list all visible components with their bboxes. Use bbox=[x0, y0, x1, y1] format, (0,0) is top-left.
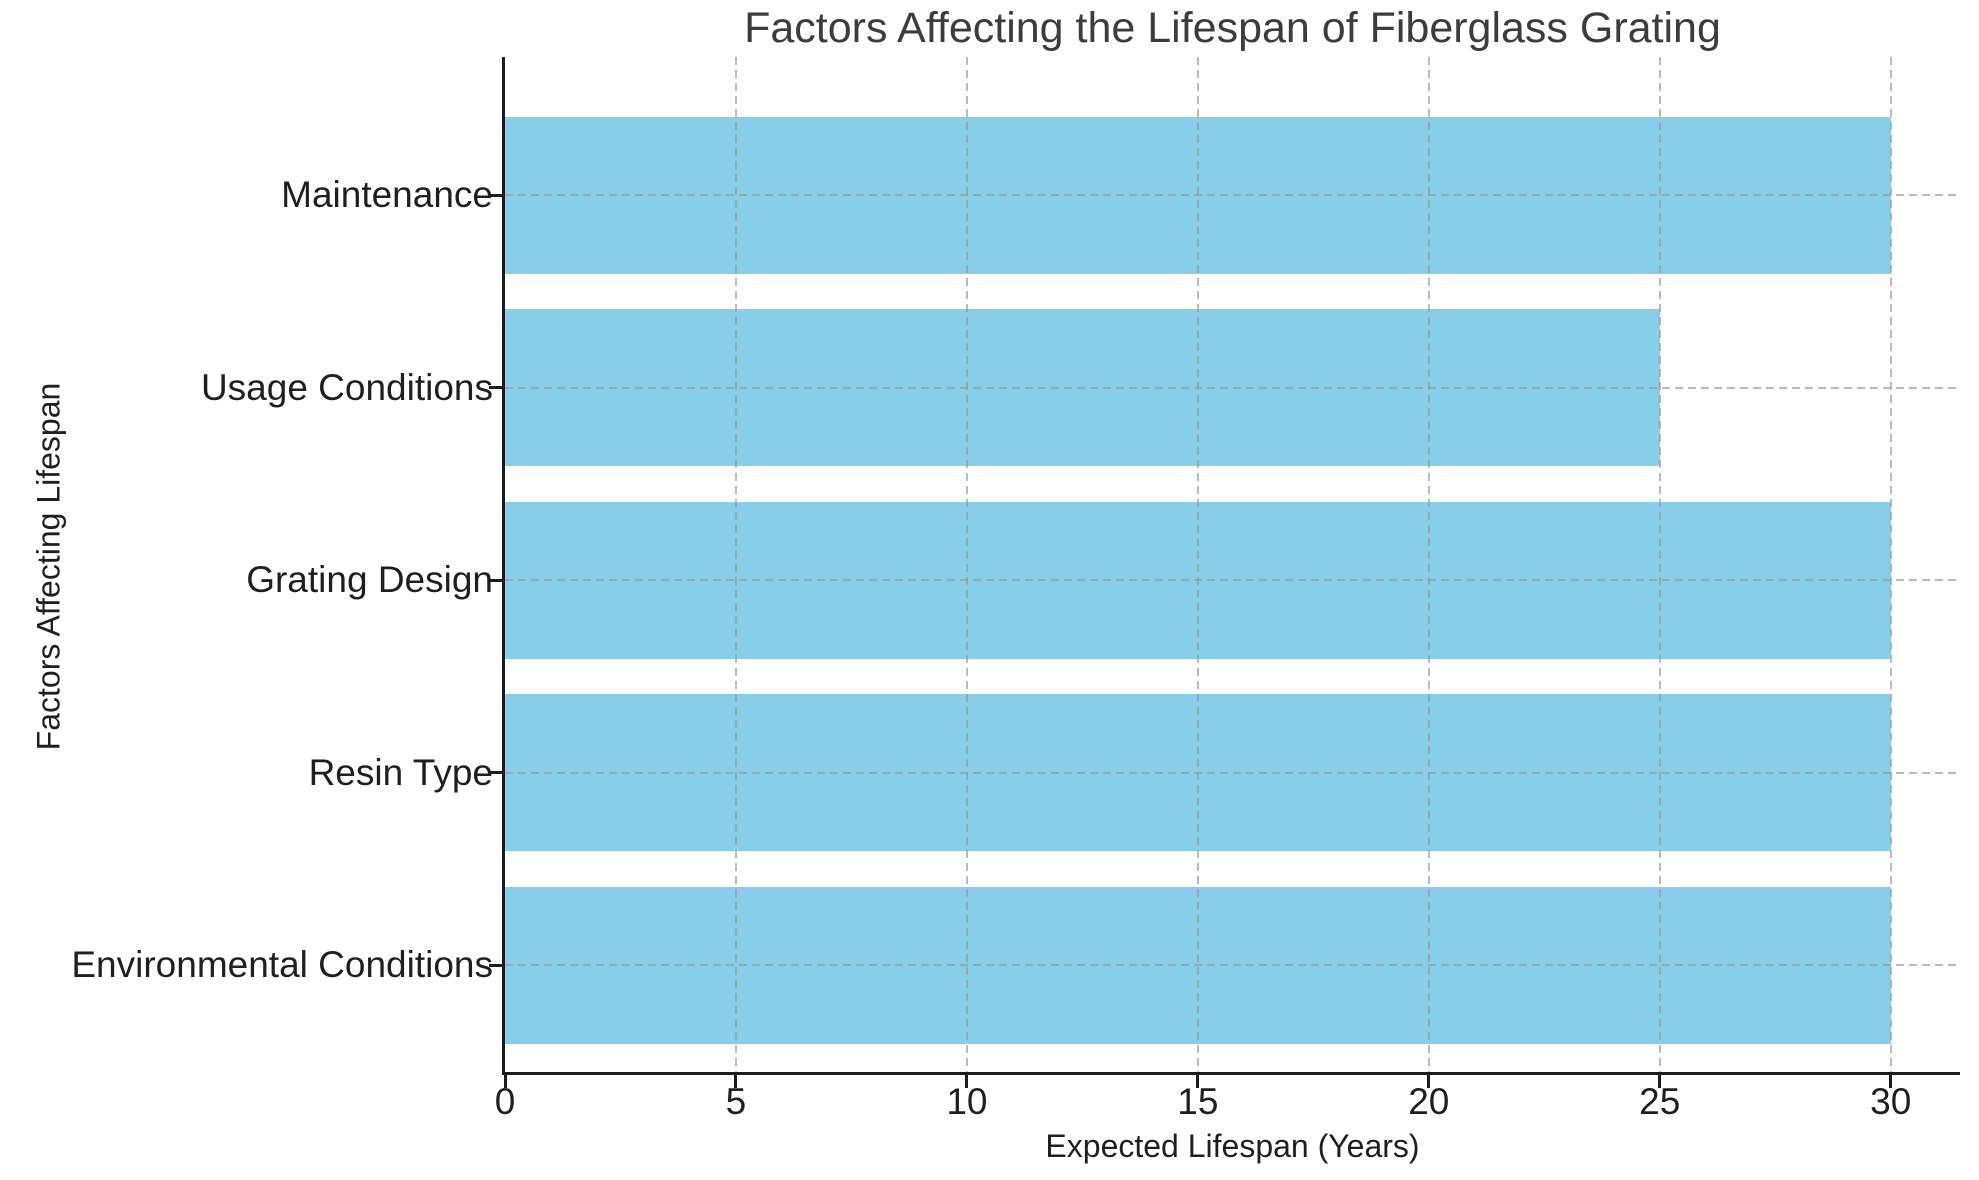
x-tick-10 bbox=[965, 1075, 969, 1088]
h-gridline-grating-design bbox=[505, 579, 1960, 581]
x-tick-label-10: 10 bbox=[946, 1081, 988, 1122]
h-gridline-resin-type bbox=[505, 771, 1960, 774]
y-tick-usage-conditions bbox=[489, 386, 502, 389]
v-gridline-5 bbox=[734, 57, 737, 1072]
v-gridline-30 bbox=[1889, 57, 1892, 1072]
v-gridline-10 bbox=[965, 57, 968, 1072]
x-tick-15 bbox=[1196, 1075, 1200, 1088]
y-tick-label-resin-type: Resin Type bbox=[308, 751, 493, 793]
x-tick-label-15: 15 bbox=[1177, 1081, 1219, 1122]
x-tick-label-25: 25 bbox=[1639, 1081, 1681, 1122]
x-tick-5 bbox=[734, 1075, 738, 1088]
y-tick-grating-design bbox=[489, 578, 502, 582]
x-tick-30 bbox=[1889, 1075, 1893, 1088]
x-tick-20 bbox=[1427, 1075, 1431, 1088]
x-tick-0 bbox=[503, 1075, 507, 1088]
chart-title: Factors Affecting the Lifespan of Fiberg… bbox=[744, 4, 1721, 52]
x-axis-label: Expected Lifespan (Years) bbox=[1045, 1128, 1420, 1164]
y-tick-environmental-conditions bbox=[489, 963, 502, 967]
h-gridline-maintenance bbox=[505, 194, 1960, 196]
x-tick-label-20: 20 bbox=[1408, 1081, 1450, 1122]
y-tick-label-grating-design: Grating Design bbox=[246, 559, 493, 600]
y-tick-maintenance bbox=[489, 193, 502, 197]
x-tick-25 bbox=[1658, 1075, 1662, 1088]
y-tick-label-maintenance: Maintenance bbox=[281, 174, 493, 215]
x-tick-label-0: 0 bbox=[494, 1081, 516, 1122]
v-gridline-20 bbox=[1427, 57, 1430, 1072]
v-gridline-25 bbox=[1658, 57, 1661, 1072]
x-tick-label-30: 30 bbox=[1870, 1081, 1912, 1122]
y-tick-label-environmental-conditions: Environmental Conditions bbox=[71, 944, 493, 985]
h-gridline-usage-conditions bbox=[505, 386, 1960, 389]
plot-area bbox=[502, 57, 1960, 1075]
h-gridline-environmental-conditions bbox=[505, 964, 1960, 966]
y-tick-resin-type bbox=[489, 771, 502, 774]
y-tick-label-usage-conditions: Usage Conditions bbox=[200, 366, 493, 408]
x-tick-label-5: 5 bbox=[725, 1081, 747, 1122]
v-gridline-15 bbox=[1196, 57, 1199, 1072]
